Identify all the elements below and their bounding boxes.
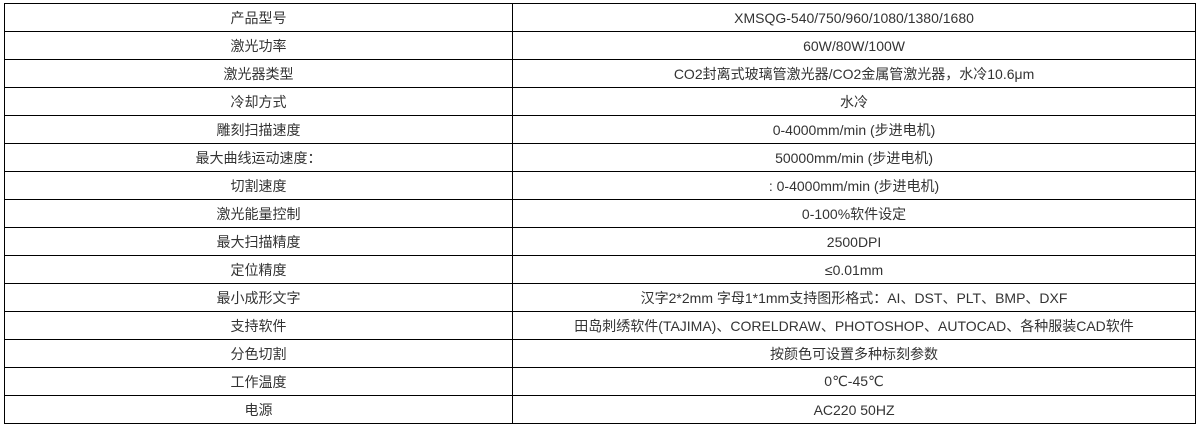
spec-value-cell: 2500DPI: [512, 227, 1196, 256]
spec-label-cell: 最大扫描精度: [3, 227, 514, 256]
spec-value-cell: 60W/80W/100W: [512, 31, 1196, 60]
table-row: 切割速度 : 0-4000mm/min (步进电机): [3, 171, 1196, 200]
table-row: 激光能量控制 0-100%软件设定: [3, 199, 1196, 228]
spec-label-cell: 冷却方式: [3, 87, 514, 116]
spec-label-cell: 定位精度: [3, 255, 514, 284]
spec-value-cell: CO2封离式玻璃管激光器/CO2金属管激光器，水冷10.6μm: [512, 59, 1196, 88]
spec-value-cell: 50000mm/min (步进电机): [512, 143, 1196, 172]
spec-label-cell: 激光功率: [3, 31, 514, 60]
spec-value-cell: ≤0.01mm: [512, 255, 1196, 284]
table-row: 最大扫描精度 2500DPI: [3, 227, 1196, 256]
table-row: 支持软件 田岛刺绣软件(TAJIMA)、CORELDRAW、PHOTOSHOP、…: [3, 311, 1196, 340]
table-row: 最大曲线运动速度： 50000mm/min (步进电机): [3, 143, 1196, 172]
table-row: 雕刻扫描速度 0-4000mm/min (步进电机): [3, 115, 1196, 144]
table-row: 产品型号 XMSQG-540/750/960/1080/1380/1680: [3, 3, 1196, 32]
table-row: 激光器类型 CO2封离式玻璃管激光器/CO2金属管激光器，水冷10.6μm: [3, 59, 1196, 88]
spec-value-cell: 汉字2*2mm 字母1*1mm支持图形格式：AI、DST、PLT、BMP、DXF: [512, 283, 1196, 312]
spec-label-cell: 支持软件: [3, 311, 514, 340]
spec-label-cell: 激光器类型: [3, 59, 514, 88]
spec-value-cell: 0℃-45℃: [512, 367, 1196, 396]
spec-value-cell: : 0-4000mm/min (步进电机): [512, 171, 1196, 200]
spec-label-cell: 最小成形文字: [3, 283, 514, 312]
spec-value-cell: 0-4000mm/min (步进电机): [512, 115, 1196, 144]
table-row: 分色切割 按颜色可设置多种标刻参数: [3, 339, 1196, 368]
spec-value-cell: 0-100%软件设定: [512, 199, 1196, 228]
spec-value-cell: 水冷: [512, 87, 1196, 116]
table-row: 冷却方式 水冷: [3, 87, 1196, 116]
spec-label-cell: 电源: [3, 395, 514, 424]
spec-value-cell: XMSQG-540/750/960/1080/1380/1680: [512, 3, 1196, 32]
spec-label-cell: 雕刻扫描速度: [3, 115, 514, 144]
table-row: 定位精度 ≤0.01mm: [3, 255, 1196, 284]
product-spec-table: 产品型号 XMSQG-540/750/960/1080/1380/1680 激光…: [3, 3, 1196, 424]
spec-label-cell: 产品型号: [3, 3, 514, 32]
spec-label-cell: 分色切割: [3, 339, 514, 368]
spec-label-cell: 激光能量控制: [3, 199, 514, 228]
spec-value-cell: AC220 50HZ: [512, 395, 1196, 424]
spec-label-cell: 切割速度: [3, 171, 514, 200]
table-row: 最小成形文字 汉字2*2mm 字母1*1mm支持图形格式：AI、DST、PLT、…: [3, 283, 1196, 312]
table-row: 工作温度 0℃-45℃: [3, 367, 1196, 396]
spec-table-body: 产品型号 XMSQG-540/750/960/1080/1380/1680 激光…: [3, 3, 1196, 424]
spec-label-cell: 工作温度: [3, 367, 514, 396]
table-row: 电源 AC220 50HZ: [3, 395, 1196, 424]
spec-value-cell: 田岛刺绣软件(TAJIMA)、CORELDRAW、PHOTOSHOP、AUTOC…: [512, 311, 1196, 340]
spec-label-cell: 最大曲线运动速度：: [3, 143, 514, 172]
table-row: 激光功率 60W/80W/100W: [3, 31, 1196, 60]
spec-value-cell: 按颜色可设置多种标刻参数: [512, 339, 1196, 368]
